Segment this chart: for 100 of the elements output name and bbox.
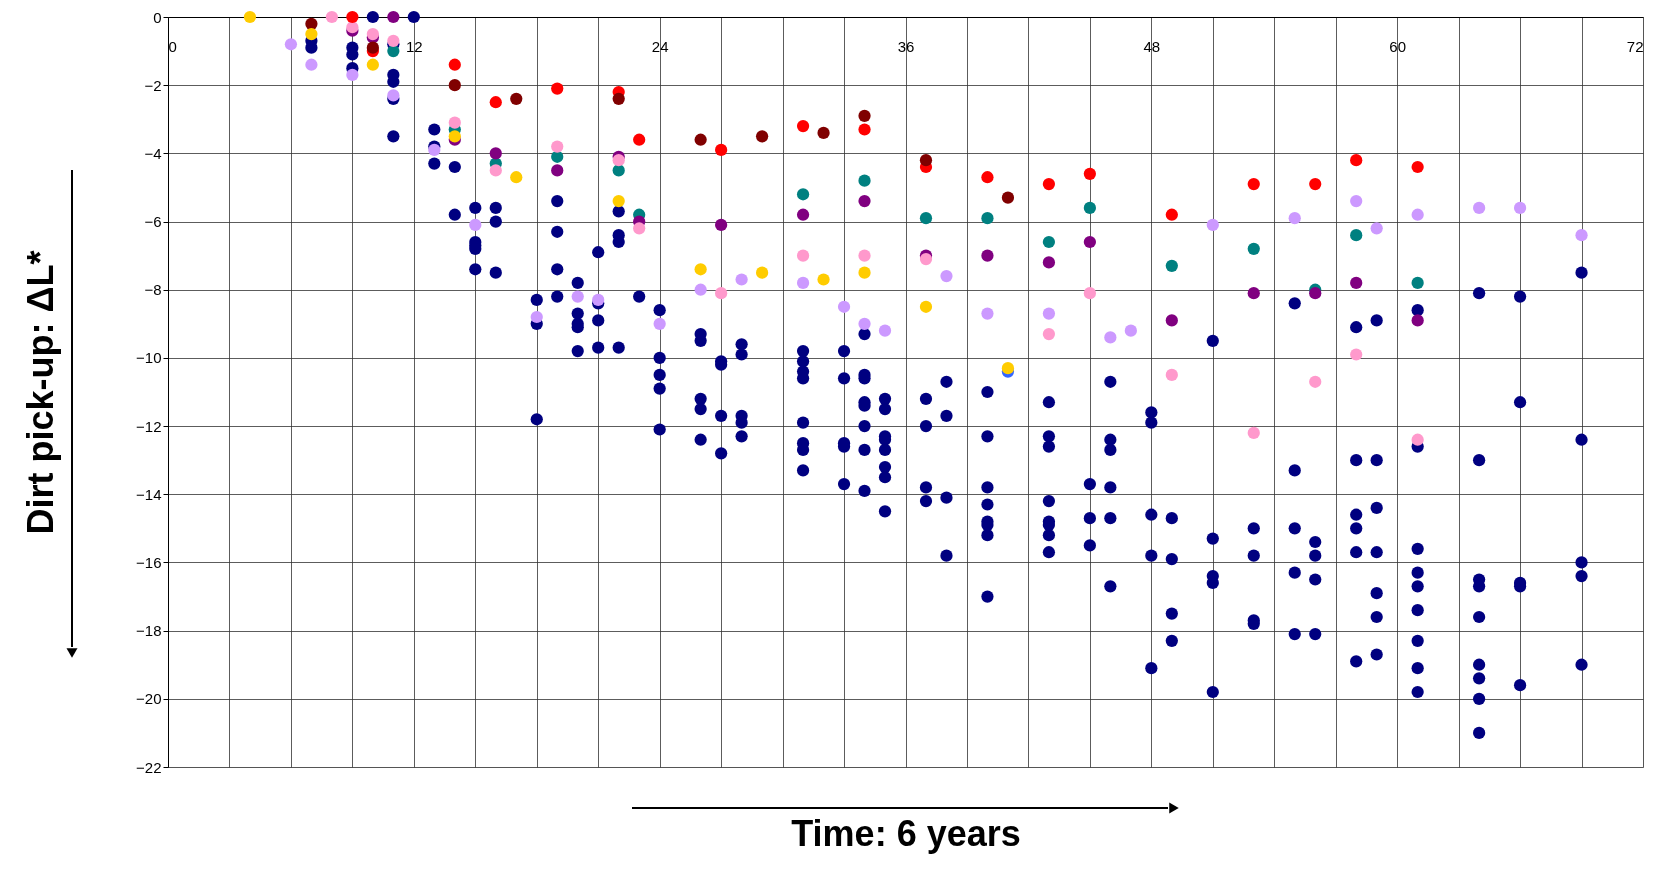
point bbox=[1206, 218, 1219, 232]
point bbox=[1165, 208, 1178, 221]
point bbox=[1247, 426, 1260, 440]
point bbox=[1350, 229, 1363, 242]
point bbox=[796, 188, 810, 201]
point bbox=[1083, 287, 1096, 300]
point bbox=[530, 310, 543, 324]
point bbox=[1370, 222, 1383, 235]
point bbox=[694, 133, 707, 146]
y-tick-label: −22 bbox=[136, 758, 162, 776]
point bbox=[366, 27, 379, 41]
point bbox=[1247, 287, 1260, 300]
point bbox=[387, 44, 400, 58]
point bbox=[715, 143, 728, 157]
point bbox=[1104, 331, 1117, 344]
point bbox=[1124, 324, 1137, 337]
point bbox=[1309, 287, 1322, 300]
point bbox=[1411, 160, 1424, 174]
point bbox=[1350, 348, 1363, 361]
point bbox=[284, 38, 298, 51]
point bbox=[878, 324, 892, 337]
point bbox=[1350, 154, 1363, 167]
point bbox=[551, 140, 564, 153]
point bbox=[1513, 201, 1527, 215]
point bbox=[1001, 191, 1015, 204]
y-tick-label: 0 bbox=[153, 8, 162, 26]
y-tick-label: −8 bbox=[144, 281, 162, 299]
point bbox=[305, 58, 318, 71]
y-tick-label: −2 bbox=[144, 76, 162, 94]
point bbox=[858, 174, 871, 187]
point bbox=[1247, 242, 1260, 255]
y-tick-label: −16 bbox=[136, 553, 162, 571]
point bbox=[755, 266, 769, 279]
point bbox=[551, 150, 564, 163]
y-tick-label: −6 bbox=[144, 213, 162, 231]
point bbox=[981, 171, 994, 184]
point bbox=[571, 290, 584, 303]
point bbox=[653, 317, 666, 330]
point bbox=[448, 58, 461, 71]
point bbox=[919, 154, 933, 167]
point bbox=[551, 82, 564, 95]
point bbox=[1042, 256, 1056, 269]
point bbox=[243, 10, 257, 24]
point bbox=[387, 10, 400, 24]
point bbox=[346, 10, 359, 24]
point bbox=[858, 123, 871, 136]
point bbox=[1411, 314, 1424, 327]
point bbox=[817, 126, 830, 140]
point bbox=[858, 194, 871, 208]
y-tick-label: −14 bbox=[136, 485, 162, 503]
point bbox=[755, 130, 769, 143]
point bbox=[633, 222, 646, 235]
point bbox=[858, 109, 871, 122]
point bbox=[1042, 177, 1056, 191]
point bbox=[919, 212, 933, 225]
point bbox=[1350, 194, 1363, 208]
point bbox=[346, 68, 359, 82]
point bbox=[1411, 276, 1424, 290]
point bbox=[366, 58, 379, 71]
point bbox=[1083, 201, 1096, 215]
y-tick-label: −20 bbox=[136, 690, 162, 708]
point bbox=[612, 194, 625, 208]
point bbox=[1350, 276, 1363, 290]
point bbox=[796, 208, 810, 221]
x-tick-label: 0 bbox=[168, 37, 177, 55]
y-tick-label: −18 bbox=[136, 622, 162, 640]
point bbox=[1042, 307, 1056, 320]
point bbox=[448, 116, 461, 129]
y-axis-title: Dirt pick-up: ΔL* bbox=[20, 250, 62, 535]
point bbox=[387, 34, 400, 47]
point bbox=[428, 143, 441, 157]
point bbox=[1165, 368, 1178, 382]
point bbox=[796, 119, 810, 133]
point bbox=[1042, 327, 1056, 341]
point bbox=[1575, 229, 1588, 242]
point bbox=[940, 269, 953, 283]
point bbox=[633, 133, 646, 146]
point bbox=[612, 92, 625, 105]
point bbox=[489, 96, 502, 109]
point bbox=[796, 276, 810, 290]
point bbox=[1083, 235, 1096, 249]
point bbox=[981, 307, 994, 320]
point bbox=[817, 273, 830, 286]
point bbox=[735, 273, 748, 286]
point bbox=[715, 218, 728, 232]
point bbox=[305, 27, 318, 41]
point bbox=[858, 249, 871, 262]
y-tick-label: −10 bbox=[136, 349, 162, 367]
point bbox=[837, 300, 851, 313]
point bbox=[551, 164, 564, 177]
point bbox=[919, 300, 933, 313]
point bbox=[1247, 177, 1260, 191]
y-tick-label: −4 bbox=[144, 144, 162, 162]
point bbox=[1309, 375, 1322, 388]
x-axis-title: Time: 6 years bbox=[791, 812, 1021, 854]
point bbox=[1309, 177, 1322, 191]
point bbox=[1042, 235, 1056, 249]
point bbox=[469, 218, 482, 232]
point bbox=[592, 293, 605, 307]
point bbox=[919, 252, 933, 266]
